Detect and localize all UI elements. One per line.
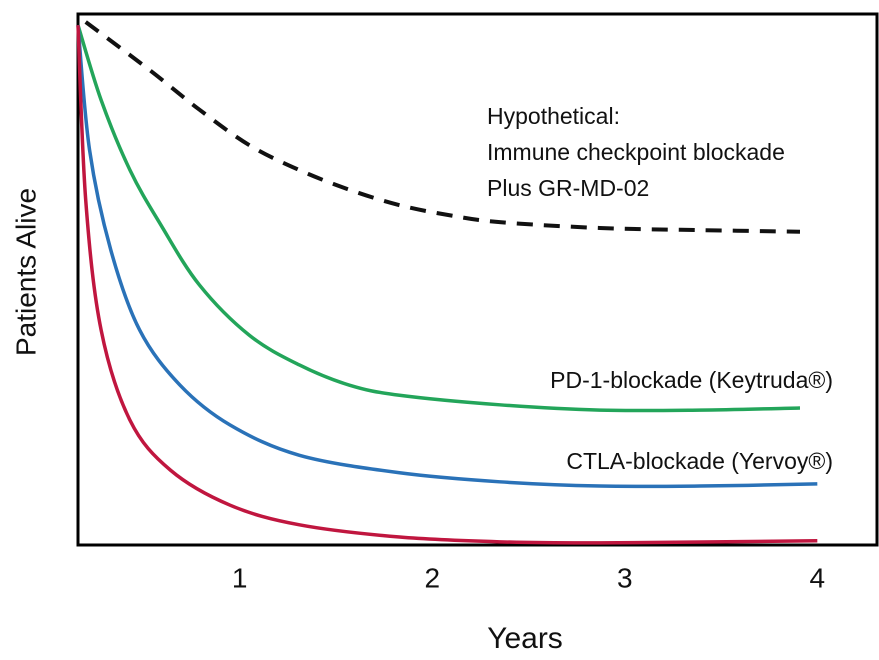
series-label: Plus GR-MD-02 [487, 175, 649, 201]
line-series [76, 25, 818, 545]
x-tick-label: 4 [810, 562, 826, 593]
x-tick-label: 3 [617, 562, 633, 593]
plot-frame [76, 12, 879, 547]
x-axis-label: Years [487, 622, 563, 655]
x-tick-label: 2 [424, 562, 440, 593]
y-axis-label: Patients Alive [10, 188, 41, 356]
line-series [84, 20, 801, 234]
x-tick-label: 1 [232, 562, 248, 593]
line-series [76, 24, 801, 413]
series-label: Hypothetical: [487, 103, 620, 129]
series-label: Immune checkpoint blockade [487, 139, 785, 165]
series-label: CTLA-blockade (Yervoy®) [566, 448, 833, 474]
series-label: PD-1-blockade (Keytruda®) [550, 367, 833, 393]
line-series [76, 24, 818, 489]
